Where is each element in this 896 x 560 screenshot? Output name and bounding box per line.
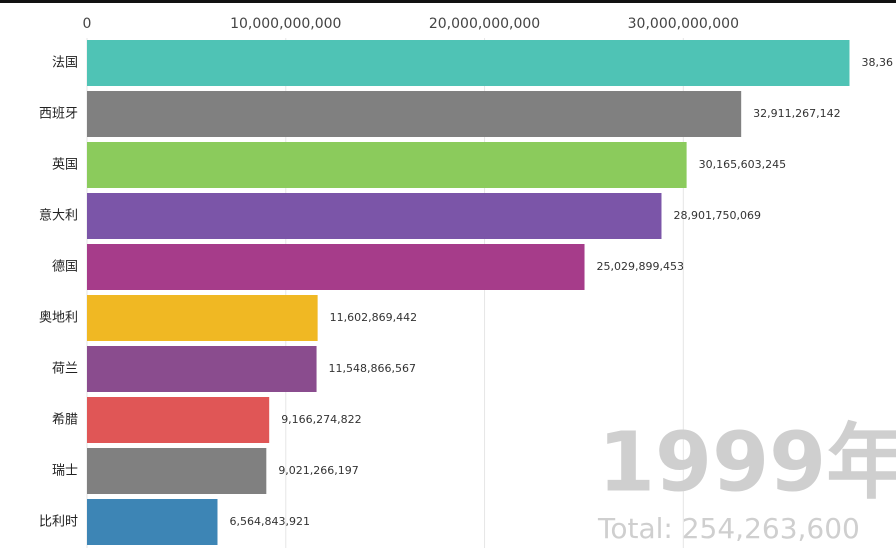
x-tick-label: 0 xyxy=(83,16,92,32)
value-label: 28,901,750,069 xyxy=(673,209,760,222)
category-label: 奥地利 xyxy=(39,311,78,326)
value-label: 30,165,603,245 xyxy=(699,158,786,171)
value-label: 32,911,267,142 xyxy=(753,107,840,120)
value-label: 11,602,869,442 xyxy=(330,311,417,324)
bar xyxy=(87,91,742,137)
category-label: 瑞士 xyxy=(52,464,78,479)
value-label: 11,548,866,567 xyxy=(329,362,416,375)
bar xyxy=(87,499,218,545)
value-label: 9,021,266,197 xyxy=(278,464,358,477)
total-label: Total: 254,263,600 xyxy=(597,512,860,545)
bar xyxy=(87,448,267,494)
x-tick-label: 10,000,000,000 xyxy=(230,16,341,32)
year-label: 1999年 xyxy=(598,415,896,510)
category-label: 英国 xyxy=(52,158,78,173)
category-label: 法国 xyxy=(52,56,78,71)
bar xyxy=(87,397,270,443)
value-label: 25,029,899,453 xyxy=(597,260,684,273)
value-label: 38,36 xyxy=(861,56,893,69)
bar xyxy=(87,295,318,341)
category-label: 德国 xyxy=(52,260,78,275)
bar xyxy=(87,40,850,86)
x-tick-label: 30,000,000,000 xyxy=(628,16,739,32)
value-label: 9,166,274,822 xyxy=(281,413,361,426)
category-label: 希腊 xyxy=(52,413,78,428)
category-label: 荷兰 xyxy=(52,362,78,377)
bar xyxy=(87,142,687,188)
bar xyxy=(87,346,317,392)
category-label: 西班牙 xyxy=(39,107,78,122)
x-tick-label: 20,000,000,000 xyxy=(429,16,540,32)
bar xyxy=(87,244,585,290)
top-border xyxy=(0,0,896,3)
value-label: 6,564,843,921 xyxy=(229,515,309,528)
category-label: 比利时 xyxy=(39,515,78,530)
category-label: 意大利 xyxy=(39,208,78,224)
bar xyxy=(87,193,662,239)
